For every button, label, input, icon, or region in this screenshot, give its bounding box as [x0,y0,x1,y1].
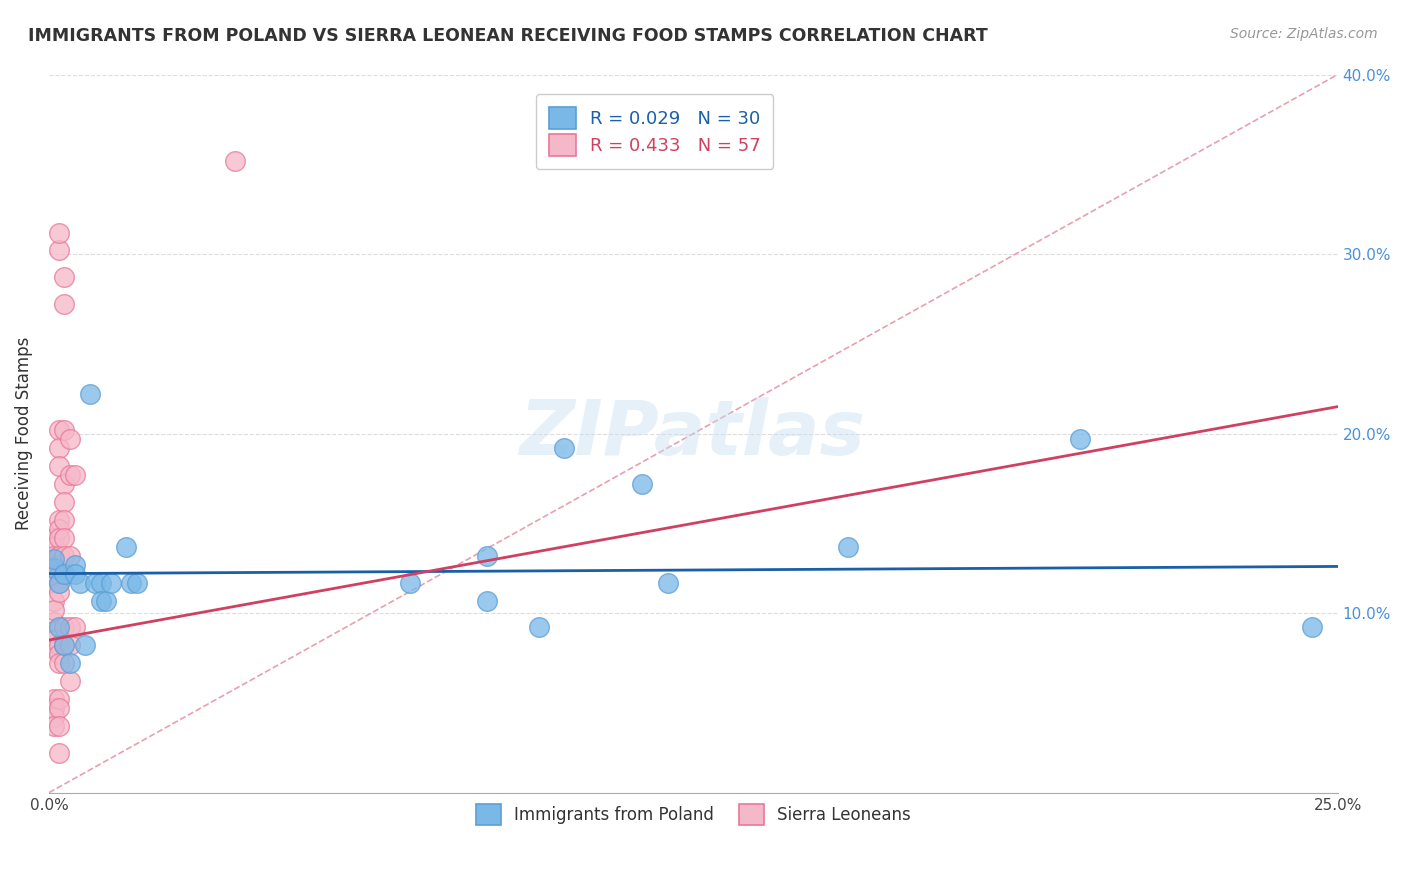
Point [42,575,65,590]
Point [48,657,70,671]
Point [42,692,65,706]
Point [48,458,70,473]
Point [58,549,80,563]
Point [53,639,76,653]
Point [53,423,76,437]
Text: Source: ZipAtlas.com: Source: ZipAtlas.com [1230,27,1378,41]
Point [42,602,65,616]
Point [42,615,65,629]
Point [89,575,111,590]
Point [53,549,76,563]
Point [63,566,86,581]
Point [53,297,76,311]
Point [42,566,65,581]
Point [42,642,65,657]
Point [48,692,70,706]
Point [58,432,80,446]
Point [58,639,80,653]
Point [48,522,70,536]
Point [42,593,65,607]
Point [53,495,76,509]
Point [48,549,70,563]
Point [73,639,96,653]
Point [475,593,498,607]
Point [53,566,76,581]
Point [42,701,65,715]
Point [48,441,70,455]
Point [48,620,70,634]
Point [53,270,76,285]
Point [89,593,111,607]
Point [48,584,70,599]
Point [48,575,70,590]
Point [125,575,148,590]
Point [53,513,76,527]
Point [48,226,70,240]
Point [48,423,70,437]
Point [58,657,80,671]
Legend: Immigrants from Poland, Sierra Leoneans: Immigrants from Poland, Sierra Leoneans [465,794,921,835]
Point [1069,432,1091,446]
Text: ZIPatlas: ZIPatlas [520,397,866,471]
Point [42,710,65,724]
Point [58,674,80,689]
Point [100,575,122,590]
Point [48,639,70,653]
Point [48,531,70,545]
Point [398,575,420,590]
Point [42,531,65,545]
Point [42,624,65,638]
Point [42,558,65,572]
Point [53,476,76,491]
Point [48,719,70,733]
Point [53,566,76,581]
Point [48,513,70,527]
Point [475,549,498,563]
Point [1301,620,1323,634]
Point [42,719,65,733]
Point [657,575,679,590]
Point [42,552,65,566]
Point [42,561,65,575]
Point [84,575,107,590]
Point [48,746,70,760]
Point [224,153,246,168]
Point [42,633,65,648]
Point [69,575,91,590]
Point [48,244,70,258]
Point [53,657,76,671]
Point [48,575,70,590]
Point [48,701,70,715]
Y-axis label: Receiving Food Stamps: Receiving Food Stamps [15,337,32,530]
Point [48,558,70,572]
Point [48,648,70,662]
Point [120,575,142,590]
Point [58,620,80,634]
Point [79,387,101,401]
Point [53,531,76,545]
Point [94,593,117,607]
Point [63,558,86,572]
Point [63,467,86,482]
Point [53,639,76,653]
Point [837,540,859,554]
Text: IMMIGRANTS FROM POLAND VS SIERRA LEONEAN RECEIVING FOOD STAMPS CORRELATION CHART: IMMIGRANTS FROM POLAND VS SIERRA LEONEAN… [28,27,988,45]
Point [42,549,65,563]
Point [553,441,575,455]
Point [63,620,86,634]
Point [630,476,652,491]
Point [527,620,550,634]
Point [48,566,70,581]
Point [42,540,65,554]
Point [115,540,138,554]
Point [58,467,80,482]
Point [53,620,76,634]
